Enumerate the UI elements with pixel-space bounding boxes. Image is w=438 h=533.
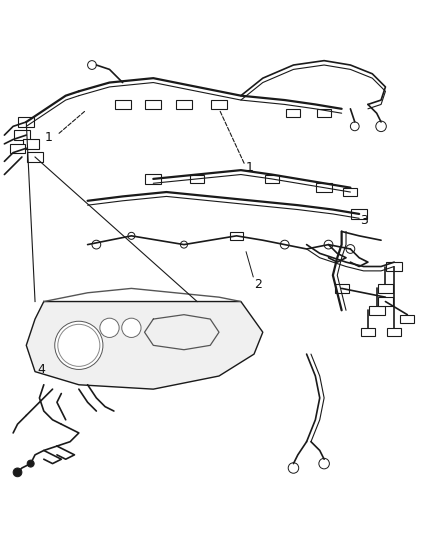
Circle shape	[128, 232, 135, 239]
Bar	[211, 100, 227, 109]
Bar	[387, 328, 401, 336]
Circle shape	[100, 318, 119, 337]
Bar	[230, 232, 243, 239]
Circle shape	[324, 240, 333, 249]
Bar	[265, 175, 279, 183]
Bar	[190, 175, 204, 183]
Bar	[145, 100, 161, 109]
Bar	[286, 109, 300, 117]
Bar	[317, 109, 331, 117]
Bar	[176, 100, 192, 109]
Circle shape	[55, 321, 103, 369]
Bar	[378, 297, 393, 306]
Bar	[145, 174, 161, 184]
Bar	[343, 188, 357, 196]
Text: 1: 1	[246, 161, 254, 174]
Circle shape	[350, 122, 359, 131]
Bar	[23, 139, 39, 149]
Text: 2: 2	[254, 278, 262, 290]
Bar	[361, 328, 375, 336]
Circle shape	[376, 121, 386, 132]
Circle shape	[27, 460, 34, 467]
Text: 1: 1	[44, 131, 52, 144]
Bar	[10, 143, 25, 153]
Circle shape	[180, 241, 187, 248]
Bar	[386, 262, 402, 271]
Polygon shape	[26, 302, 263, 389]
Bar	[400, 315, 414, 324]
Circle shape	[346, 245, 355, 253]
Circle shape	[280, 240, 289, 249]
Text: 3: 3	[360, 214, 367, 227]
Circle shape	[58, 324, 100, 366]
Bar	[14, 131, 30, 140]
Circle shape	[88, 61, 96, 69]
Bar	[316, 183, 332, 192]
Bar	[27, 152, 43, 161]
Circle shape	[92, 240, 101, 249]
Bar	[18, 117, 34, 127]
Circle shape	[288, 463, 299, 473]
Bar	[378, 284, 393, 293]
Bar	[351, 209, 367, 219]
Bar	[369, 305, 385, 315]
Circle shape	[13, 468, 22, 477]
Circle shape	[122, 318, 141, 337]
Bar	[115, 100, 131, 109]
Text: 4: 4	[38, 363, 46, 376]
Circle shape	[319, 458, 329, 469]
Bar	[335, 284, 349, 293]
